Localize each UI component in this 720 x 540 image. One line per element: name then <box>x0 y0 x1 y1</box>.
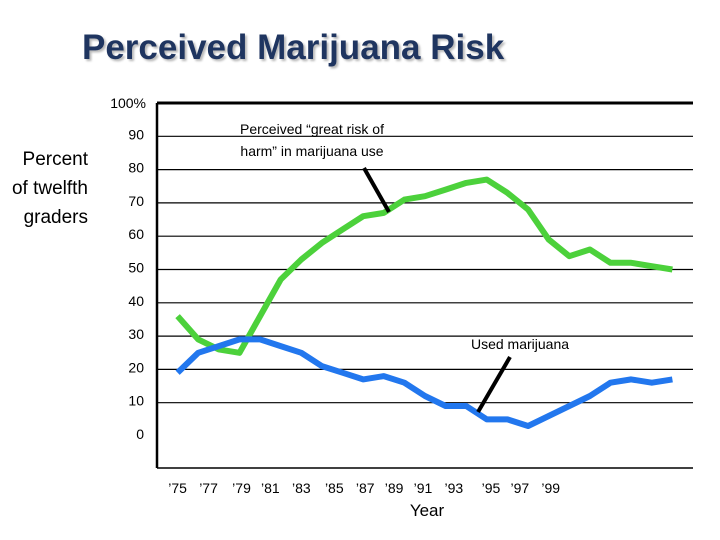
y-tick-label-10: 10 <box>128 393 144 409</box>
x-tick-label-3: ’81 <box>261 480 280 496</box>
gridlines <box>157 101 693 404</box>
x-tick-labels: ’75 ’77 ’79 ’81 ’83 ’85 ’87 ’89 ’91 ’93 ’95 ’97 ’99 <box>168 480 560 496</box>
annotation-risk-pointer <box>362 167 391 213</box>
x-tick-label-9: ’93 <box>445 480 464 496</box>
x-tick-label-7: ’89 <box>385 480 404 496</box>
x-tick-label-10: ’95 <box>482 480 501 496</box>
y-tick-label-0: 0 <box>136 426 144 442</box>
y-tick-label-40: 40 <box>128 293 144 309</box>
y-tick-label-100: 100% <box>110 95 146 111</box>
x-tick-label-4: ’83 <box>292 480 311 496</box>
x-tick-label-5: ’85 <box>325 480 344 496</box>
x-tick-label-8: ’91 <box>414 480 433 496</box>
x-axis-label: Year <box>410 501 445 520</box>
x-tick-label-6: ’87 <box>356 480 375 496</box>
y-tick-label-60: 60 <box>128 226 144 242</box>
y-tick-label-50: 50 <box>128 260 144 276</box>
annotation-risk-line1: Perceived “great risk of <box>240 121 384 137</box>
chart-title: Perceived Marijuana Risk <box>82 28 505 67</box>
series-lines <box>175 176 673 429</box>
y-tick-label-20: 20 <box>128 359 144 375</box>
y-tick-label-30: 30 <box>128 326 144 342</box>
y-tick-label-90: 90 <box>128 126 144 142</box>
y-tick-label-70: 70 <box>128 193 144 209</box>
x-tick-label-0: ’75 <box>168 480 187 496</box>
y-tick-labels: 100% 90 80 70 60 50 40 30 20 10 0 <box>110 95 146 442</box>
series-line-perceived-risk <box>175 176 673 356</box>
x-tick-label-2: ’79 <box>232 480 251 496</box>
y-tick-label-80: 80 <box>128 160 144 176</box>
annotation-used-label: Used marijuana <box>471 336 569 352</box>
x-tick-label-1: ’77 <box>199 480 218 496</box>
y-axis-label: Percent of twelfth graders <box>11 149 88 228</box>
x-tick-label-12: ’99 <box>541 480 560 496</box>
axes <box>155 103 693 469</box>
annotation-used-pointer <box>476 355 512 414</box>
annotation-risk-line2: harm” in marijuana use <box>240 143 383 159</box>
x-tick-label-11: ’97 <box>510 480 529 496</box>
annotations: Perceived “great risk of harm” in marijua… <box>240 121 569 414</box>
series-line-used-marijuana <box>175 336 673 429</box>
